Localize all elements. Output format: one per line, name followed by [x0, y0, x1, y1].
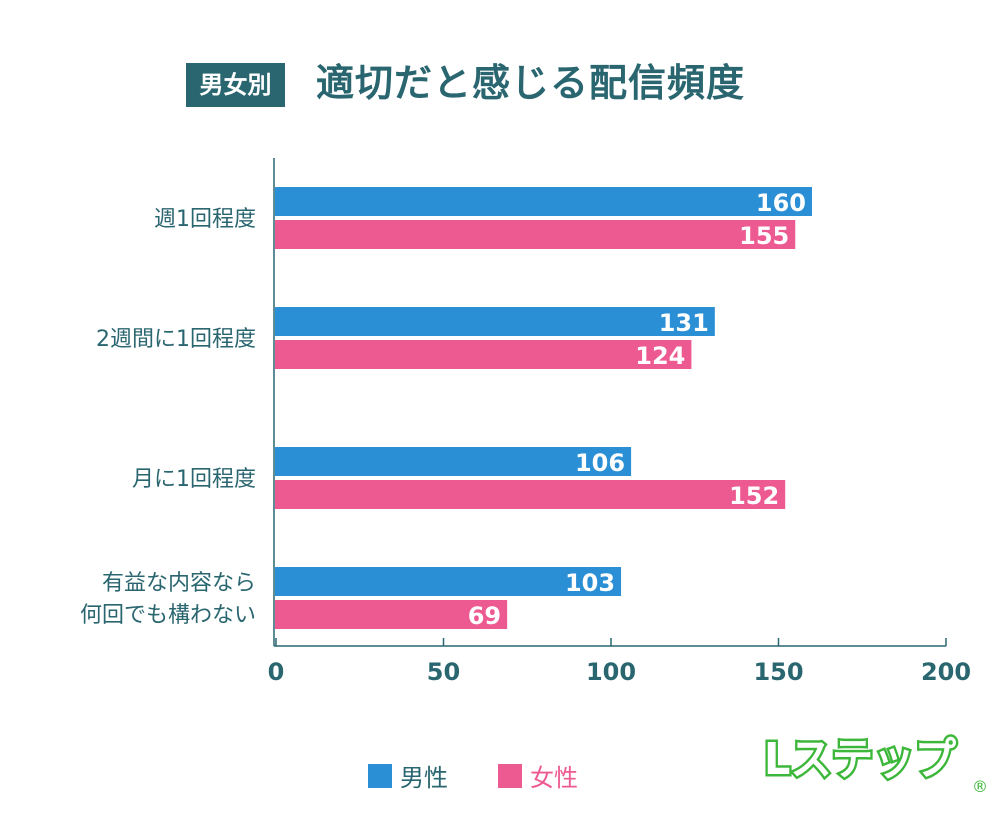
bar-value-label: 160 — [756, 189, 806, 217]
bar-male — [275, 187, 812, 216]
gender-badge: 男女別 — [186, 63, 285, 107]
chart-title: 適切だと感じる配信頻度 — [316, 61, 746, 105]
legend-male: 男性 — [368, 758, 448, 793]
bar-female — [275, 340, 692, 369]
category-label: 月に1回程度 — [132, 467, 256, 492]
x-tick-label: 0 — [268, 658, 285, 686]
legend-label-male: 男性 — [400, 764, 448, 792]
bar-value-label: 155 — [739, 222, 789, 250]
legend-label-female: 女性 — [530, 764, 578, 792]
x-tick-label: 50 — [427, 658, 460, 686]
lstep-logo: Lステップ ® — [762, 732, 989, 797]
category-label: 2週間に1回程度 — [96, 327, 256, 352]
legend-swatch-female — [498, 763, 522, 788]
bar-female — [275, 480, 786, 509]
logo-text: Lステップ — [764, 734, 956, 785]
bar-value-label: 124 — [635, 342, 685, 370]
category-label: 何回でも構わない — [80, 603, 256, 628]
bar-value-label: 103 — [565, 569, 615, 597]
registered-mark: ® — [972, 777, 988, 796]
bar-male — [275, 567, 622, 596]
bar-male — [275, 447, 632, 476]
bar-male — [275, 307, 715, 336]
x-tick-label: 200 — [921, 658, 971, 686]
x-tick-label: 150 — [753, 658, 803, 686]
bar-female — [275, 600, 508, 629]
bar-value-label: 152 — [729, 482, 779, 510]
category-label: 週1回程度 — [154, 207, 256, 232]
bar-female — [275, 220, 796, 249]
legend-swatch-male — [368, 763, 392, 788]
legend-female: 女性 — [498, 758, 578, 793]
x-tick-label: 100 — [586, 658, 636, 686]
bar-value-label: 131 — [659, 309, 709, 337]
category-label: 有益な内容なら — [102, 571, 256, 596]
bar-value-label: 69 — [468, 602, 501, 630]
bar-value-label: 106 — [575, 449, 625, 477]
